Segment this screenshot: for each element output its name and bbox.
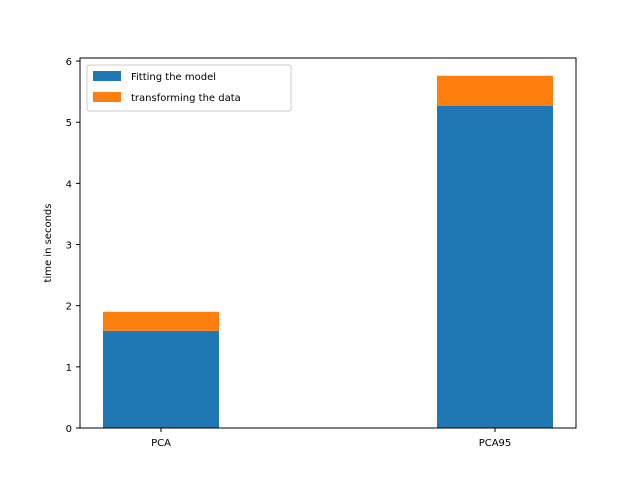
bar-pca-transforming (103, 311, 219, 331)
legend-swatch-fitting (93, 71, 121, 81)
bar-pca-fitting (103, 330, 219, 428)
legend-label-fitting: Fitting the model (131, 72, 216, 83)
legend: Fitting the model transforming the data (86, 64, 292, 112)
y-tick-label: 0 (66, 424, 72, 435)
y-tick-label: 6 (66, 57, 72, 68)
y-axis-label: time in seconds (43, 204, 54, 283)
bar-pca95-fitting (437, 105, 553, 428)
y-tick-label: 5 (66, 118, 72, 129)
legend-label-transforming: transforming the data (131, 93, 241, 104)
bar-pca95-transforming (437, 75, 553, 106)
x-axis: PCA PCA95 (151, 428, 511, 449)
x-tick-label-pca: PCA (151, 438, 171, 449)
y-tick-label: 3 (66, 241, 72, 252)
x-tick-label-pca95: PCA95 (479, 438, 512, 449)
y-tick-label: 1 (66, 363, 72, 374)
y-tick-label: 4 (66, 179, 72, 190)
plot-frame (79, 57, 577, 429)
y-tick-label: 2 (66, 302, 72, 313)
legend-frame (86, 64, 292, 112)
bars-group (103, 75, 553, 428)
y-axis: 0 1 2 3 4 5 6 (66, 57, 80, 435)
legend-swatch-transforming (93, 92, 121, 102)
